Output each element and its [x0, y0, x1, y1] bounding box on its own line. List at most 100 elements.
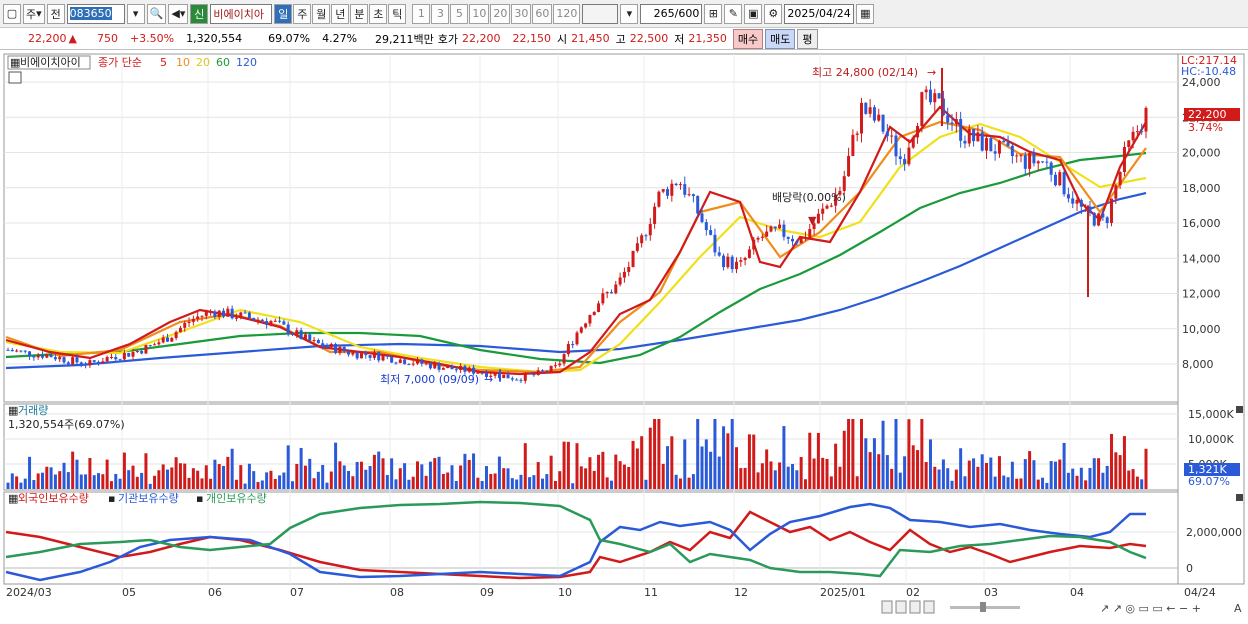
- tab-interval-2[interactable]: 5: [450, 3, 469, 24]
- interval-dropdown-icon[interactable]: ▾: [620, 3, 639, 24]
- amount-value: 29,211백만: [375, 32, 434, 46]
- tab-period-5[interactable]: 초: [369, 3, 388, 24]
- candle-body: [644, 235, 648, 237]
- tab-interval-1[interactable]: 3: [431, 3, 450, 24]
- tab-period-2[interactable]: 월: [312, 3, 331, 24]
- interval-custom-input[interactable]: [582, 3, 619, 24]
- volume-bar: [928, 439, 932, 489]
- code-dropdown-icon[interactable]: ▾: [126, 3, 145, 24]
- tab-period-0[interactable]: 일: [274, 3, 293, 24]
- volume-bar: [178, 463, 182, 489]
- market-select[interactable]: 주 ▾: [23, 3, 45, 24]
- scroll-next-icon[interactable]: [923, 600, 935, 614]
- legend-sep-icon-1: ▪: [108, 492, 115, 505]
- volume-bar: [342, 465, 346, 489]
- volume-bar: [993, 476, 997, 489]
- scroll-stop-icon[interactable]: [909, 600, 921, 614]
- volume-bar: [1122, 436, 1126, 489]
- candle-body: [558, 363, 562, 366]
- candle-body: [209, 311, 213, 313]
- chart-area[interactable]: 24,00022,00020,00018,00016,00014,00012,0…: [0, 52, 1248, 621]
- low-arrow-icon: →: [484, 373, 493, 386]
- volume-toggle-icon[interactable]: ▦: [8, 404, 18, 417]
- candle-body: [834, 194, 838, 206]
- volume-bar: [196, 470, 200, 489]
- current-price-pct: 3.74%: [1188, 121, 1223, 134]
- sell-button[interactable]: 매도: [765, 28, 796, 49]
- tab-interval-0[interactable]: 1: [412, 3, 431, 24]
- candle-body: [722, 255, 726, 268]
- tab-period-6[interactable]: 틱: [388, 3, 407, 24]
- tab-period-3[interactable]: 년: [331, 3, 350, 24]
- volume-bar: [691, 474, 695, 489]
- scope-button[interactable]: 전: [46, 3, 65, 24]
- scroll-first-icon[interactable]: [881, 600, 893, 614]
- table-toggle-icon[interactable]: [8, 71, 22, 84]
- volume-bar: [985, 462, 989, 489]
- crosshair-icon[interactable]: ⊞: [704, 3, 723, 24]
- tab-interval-4[interactable]: 20: [490, 3, 511, 24]
- candle-body: [687, 194, 691, 196]
- volume-bar: [45, 466, 49, 489]
- tab-interval-6[interactable]: 60: [532, 3, 553, 24]
- date-value: 2025/04/24: [787, 7, 851, 20]
- volume-bar: [825, 458, 829, 489]
- candle-body: [390, 356, 394, 363]
- volume-bar: [252, 471, 256, 489]
- candle-body: [394, 362, 398, 364]
- tab-interval-3[interactable]: 10: [469, 3, 490, 24]
- volume-bar: [842, 430, 846, 489]
- volume-bar: [484, 466, 488, 489]
- candle-body: [821, 208, 825, 214]
- eval-button[interactable]: 평: [797, 28, 818, 49]
- tab-interval-5[interactable]: 30: [511, 3, 532, 24]
- count-input[interactable]: 265/600: [640, 3, 703, 24]
- candle-body: [222, 310, 226, 317]
- volume-bar: [49, 467, 53, 489]
- volume-ratio: 69.07%: [268, 32, 311, 45]
- tab-interval-7[interactable]: 120: [553, 3, 581, 24]
- volume-bar: [920, 419, 924, 489]
- candle-body: [403, 359, 407, 365]
- gear-icon[interactable]: ⚙: [764, 3, 783, 24]
- volume-bar: [769, 461, 773, 489]
- date-input[interactable]: 2025/04/24: [784, 3, 855, 24]
- volume-bar: [260, 480, 264, 489]
- candle-body: [1062, 172, 1066, 195]
- font-size-icon[interactable]: A: [1234, 602, 1242, 615]
- draw-icon[interactable]: ✎: [724, 3, 743, 24]
- dividend-arrow-icon: ▼: [808, 214, 817, 227]
- volume-bar: [19, 482, 23, 489]
- volume-bar: [648, 427, 652, 489]
- volume-bar: [881, 420, 885, 489]
- volume-bar: [605, 477, 609, 489]
- candle-body: [506, 374, 510, 379]
- volume-close-icon[interactable]: [1236, 406, 1243, 413]
- candle-body: [1105, 217, 1109, 223]
- volume-bar: [510, 478, 514, 489]
- dividend-annotation: 배당락(0.00%): [772, 191, 846, 204]
- volume-bar: [808, 432, 812, 489]
- buy-button[interactable]: 매수: [732, 28, 764, 49]
- calendar-icon[interactable]: ▦: [856, 3, 875, 24]
- speaker-icon[interactable]: ◀▾: [168, 3, 189, 24]
- tab-period-4[interactable]: 분: [350, 3, 369, 24]
- save-icon[interactable]: ▣: [744, 3, 763, 24]
- code-input[interactable]: 083650: [66, 3, 125, 24]
- tab-period-1[interactable]: 주: [293, 3, 312, 24]
- candle-body: [359, 353, 363, 359]
- volume-bar: [118, 478, 122, 489]
- holding-close-icon[interactable]: [1236, 494, 1243, 501]
- scroll-prev-icon[interactable]: [895, 600, 907, 614]
- tool-icons[interactable]: ↗ ↗ ◎ ▭ ▭ ← − +: [1100, 602, 1201, 615]
- volume-bar: [644, 479, 648, 489]
- holding-toggle-icon[interactable]: ▦: [8, 492, 18, 505]
- search-icon[interactable]: 🔍: [146, 3, 167, 24]
- candle-body: [605, 292, 609, 294]
- volume-bar: [760, 463, 764, 489]
- volume-bar: [204, 465, 208, 489]
- volume-bar: [222, 465, 226, 489]
- layout-icon[interactable]: ▢: [3, 3, 21, 24]
- zoom-slider-handle[interactable]: [980, 602, 986, 612]
- price-tick-label: 14,000: [1182, 252, 1221, 265]
